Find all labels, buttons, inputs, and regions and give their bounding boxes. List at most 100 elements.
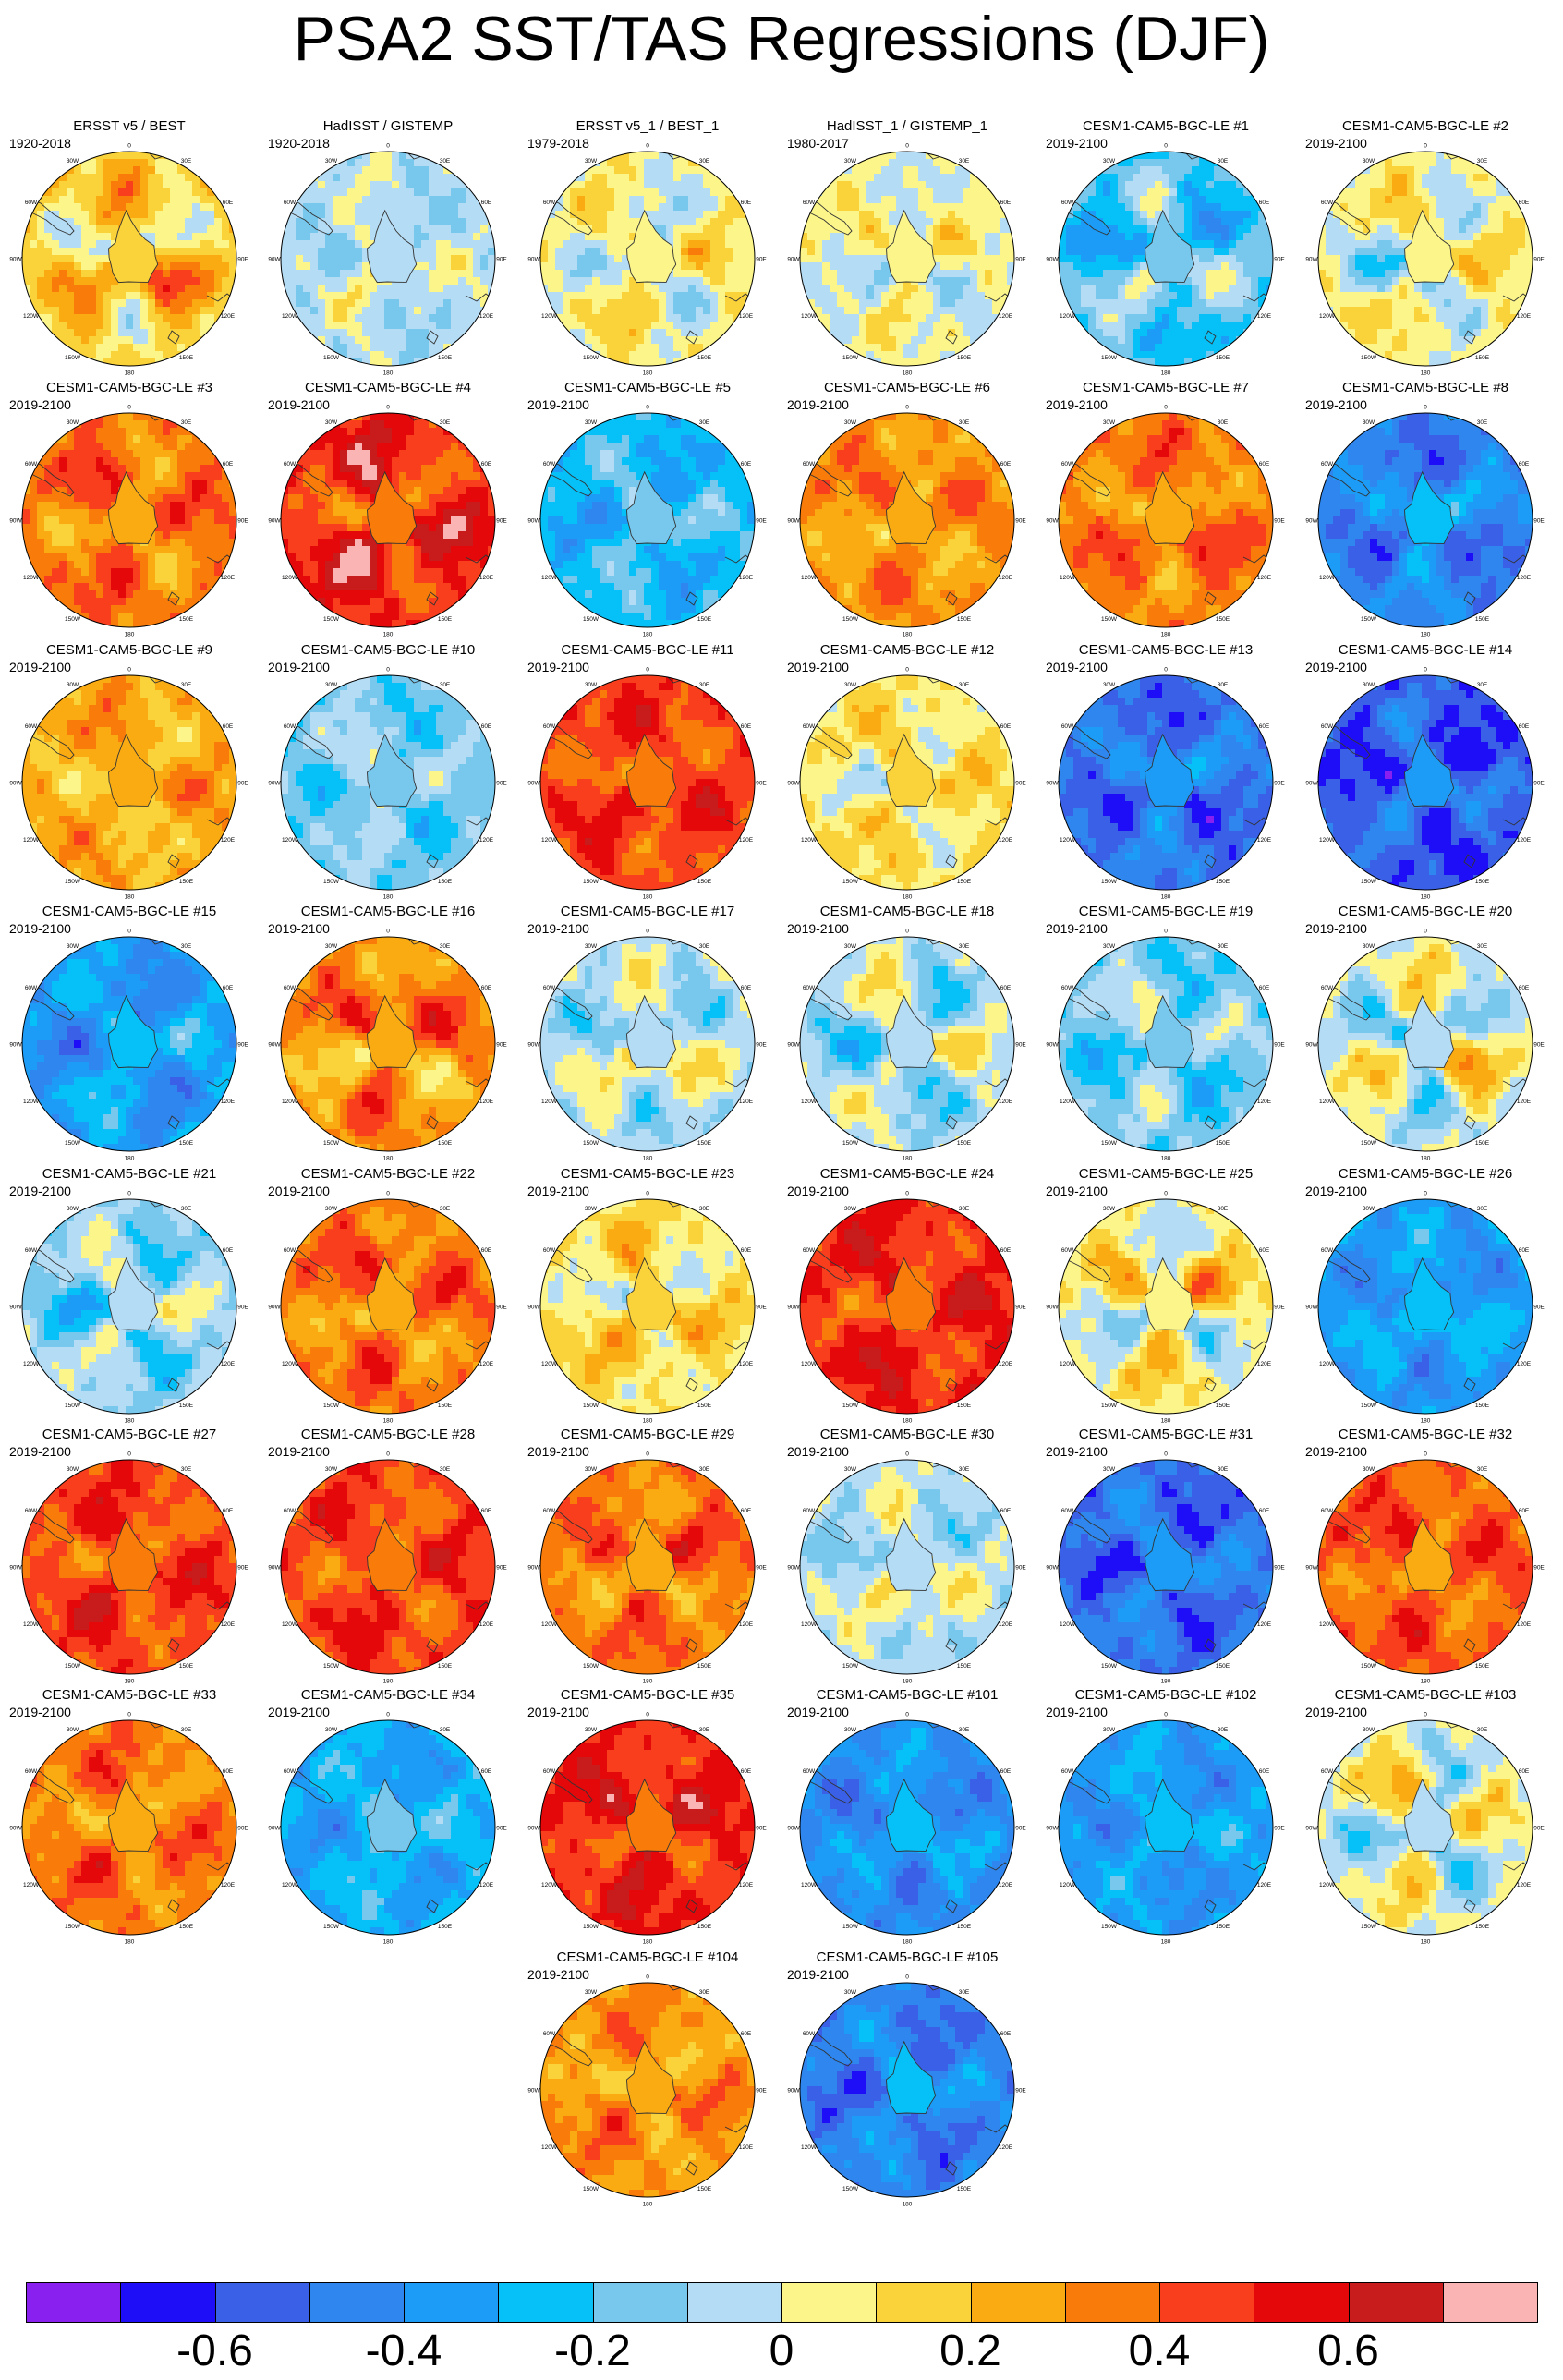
- panel-period: 2019-2100: [1046, 1705, 1108, 1719]
- map-panel: CESM1-CAM5-BGC-LE #4 2019-2100 0 30E 60E 90E 1…: [259, 380, 517, 640]
- longitude-label: 180: [1421, 370, 1431, 377]
- polar-map: 0 30E 60E 90E 120E 150E 180 150W 120W 90W 60W 30W: [1305, 405, 1545, 638]
- panel-title: CESM1-CAM5-BGC-LE #21: [0, 1166, 259, 1183]
- map-panel: CESM1-CAM5-BGC-LE #17 2019-2100 0 30E 60E 90E…: [518, 904, 777, 1164]
- longitude-label: 60W: [25, 1508, 38, 1514]
- antarctica-coastline: [886, 2040, 937, 2115]
- south-america-coastline: [540, 1503, 593, 1544]
- panel-period: 2019-2100: [9, 660, 71, 674]
- longitude-label: 60E: [741, 461, 752, 468]
- africa-coastline: [1443, 1199, 1471, 1208]
- panel-title: CESM1-CAM5-BGC-LE #23: [518, 1166, 777, 1183]
- longitude-label: 120W: [23, 1361, 40, 1367]
- longitude-label: 30E: [181, 943, 192, 950]
- south-america-coastline: [1318, 1243, 1371, 1283]
- longitude-label: 120E: [739, 1621, 754, 1628]
- longitude-label: 30E: [181, 419, 192, 426]
- longitude-label: 120E: [999, 2144, 1013, 2151]
- regression-field: [540, 1460, 755, 1674]
- south-america-coastline: [281, 1503, 333, 1544]
- longitude-label: 150W: [842, 2186, 859, 2192]
- longitude-label: 150W: [842, 1924, 859, 1930]
- longitude-label: 90W: [527, 518, 540, 525]
- longitude-label: 60W: [803, 1508, 816, 1514]
- africa-coastline: [147, 937, 175, 945]
- longitude-label: 60E: [481, 461, 492, 468]
- longitude-label: 120W: [23, 1099, 40, 1105]
- longitude-label: 60W: [543, 1508, 556, 1514]
- longitude-label: 90E: [237, 1305, 248, 1311]
- longitude-label: 150W: [583, 1402, 600, 1409]
- longitude-label: 120E: [999, 1621, 1013, 1628]
- longitude-label: 60W: [25, 1768, 38, 1775]
- panel-title: CESM1-CAM5-BGC-LE #32: [1296, 1427, 1555, 1443]
- australia-coastline: [1242, 1341, 1273, 1363]
- panel-period: 2019-2100: [1046, 921, 1108, 936]
- longitude-label: 90E: [756, 1826, 767, 1832]
- longitude-label: 150E: [1475, 1924, 1490, 1930]
- africa-coastline: [925, 1199, 952, 1208]
- map-panel: HadISST_1 / GISTEMP_1 1980-2017 0 30E 60E 90E…: [778, 118, 1036, 379]
- antarctica-coastline: [886, 1778, 937, 1852]
- australia-coastline: [1242, 554, 1273, 577]
- map-panel: CESM1-CAM5-BGC-LE #27 2019-2100 0 30E 60E 90E…: [0, 1427, 259, 1687]
- south-america-coastline: [1318, 195, 1371, 236]
- longitude-label: 120E: [1257, 1099, 1272, 1105]
- longitude-label: 0: [905, 1712, 909, 1718]
- longitude-label: 150W: [842, 616, 859, 623]
- longitude-label: 0: [1164, 143, 1168, 150]
- longitude-label: 180: [903, 370, 913, 377]
- longitude-label: 150E: [438, 1140, 453, 1147]
- longitude-label: 0: [905, 667, 909, 674]
- antarctica-coastline: [108, 209, 159, 284]
- africa-coastline: [406, 1199, 433, 1208]
- south-america-coastline: [540, 2026, 593, 2067]
- longitude-label: 60E: [1519, 985, 1530, 991]
- longitude-label: 90W: [787, 1305, 800, 1311]
- longitude-label: 120E: [1257, 837, 1272, 844]
- polar-map: 0 30E 60E 90E 120E 150E 180 150W 120W 90W 60W 30W: [527, 1974, 767, 2208]
- longitude-label: 90W: [527, 781, 540, 787]
- longitude-label: 150E: [1475, 1140, 1490, 1147]
- polar-map: 0 30E 60E 90E 120E 150E 180 150W 120W 90W 60W 30W: [787, 667, 1026, 901]
- polar-map: 0 30E 60E 90E 120E 150E 180 150W 120W 90W 60W 30W: [268, 1451, 507, 1685]
- longitude-label: 30E: [440, 943, 451, 950]
- longitude-label: 0: [1424, 1191, 1427, 1197]
- longitude-label: 150E: [1216, 355, 1230, 361]
- panel-period: 2019-2100: [1046, 136, 1108, 151]
- colorbar-bin: [498, 2282, 594, 2323]
- longitude-label: 0: [646, 1191, 649, 1197]
- longitude-label: 30E: [181, 158, 192, 164]
- colorbar-tick-label: 0.2: [915, 2326, 1026, 2376]
- new-zealand-coastline: [685, 1115, 698, 1130]
- map-panel: CESM1-CAM5-BGC-LE #3 2019-2100 0 30E 60E 90E 1…: [0, 380, 259, 640]
- longitude-label: 150W: [65, 616, 81, 623]
- longitude-label: 30E: [1218, 1206, 1229, 1212]
- colorbar-bin: [214, 2282, 310, 2323]
- longitude-label: 60W: [1321, 723, 1334, 730]
- longitude-label: 30W: [1103, 1466, 1116, 1473]
- longitude-label: 150W: [1101, 879, 1118, 885]
- africa-coastline: [406, 1460, 433, 1468]
- longitude-label: 180: [125, 370, 135, 377]
- longitude-label: 0: [1164, 667, 1168, 674]
- regression-field: [540, 1983, 755, 2197]
- polar-map: 0 30E 60E 90E 120E 150E 180 150W 120W 90W 60W 30W: [1046, 405, 1285, 638]
- longitude-label: 90E: [756, 781, 767, 787]
- australia-coastline: [1242, 293, 1273, 315]
- longitude-label: 120W: [1319, 1882, 1336, 1888]
- australia-coastline: [984, 817, 1014, 839]
- longitude-label: 30W: [67, 419, 79, 426]
- new-zealand-coastline: [1204, 1899, 1217, 1913]
- longitude-label: 120W: [801, 1621, 818, 1628]
- longitude-label: 30W: [67, 943, 79, 950]
- panel-title: CESM1-CAM5-BGC-LE #31: [1036, 1427, 1295, 1443]
- longitude-label: 150E: [1216, 1140, 1230, 1147]
- polar-map: 0 30E 60E 90E 120E 150E 180 150W 120W 90W 60W 30W: [1046, 1191, 1285, 1425]
- polar-map: 0 30E 60E 90E 120E 150E 180 150W 120W 90W 60W 30W: [1305, 1451, 1545, 1685]
- longitude-label: 0: [386, 1191, 390, 1197]
- panel-title: CESM1-CAM5-BGC-LE #3: [0, 380, 259, 396]
- longitude-label: 120W: [801, 575, 818, 581]
- longitude-label: 30E: [1477, 682, 1488, 688]
- south-america-coastline: [1059, 1764, 1111, 1804]
